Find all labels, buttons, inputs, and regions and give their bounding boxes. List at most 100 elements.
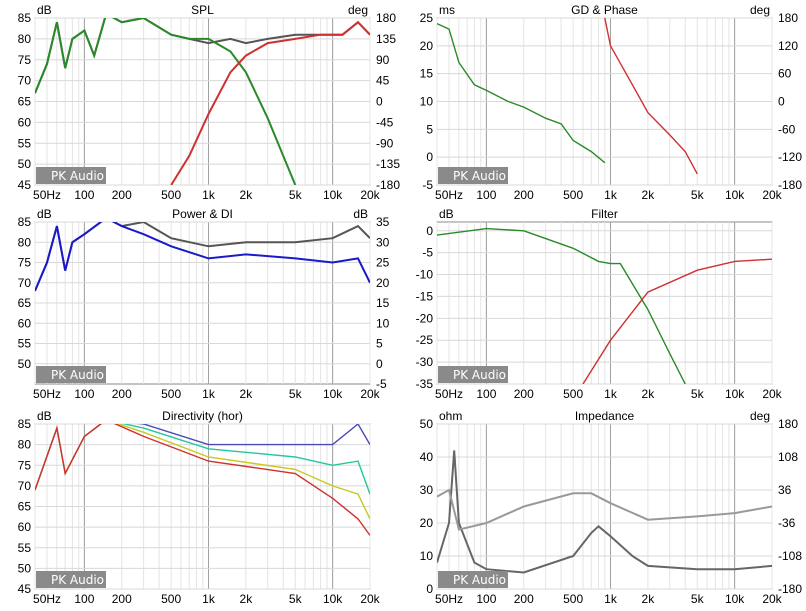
watermark-bg bbox=[438, 167, 508, 184]
y-tick-label: 60 bbox=[18, 520, 32, 534]
series-line-0 bbox=[437, 450, 772, 574]
x-tick-label: 1k bbox=[604, 592, 618, 606]
y2-tick-label: -5 bbox=[376, 377, 387, 391]
left-unit-label: dB bbox=[439, 207, 454, 221]
y2-tick-label: 180 bbox=[778, 417, 798, 431]
y-tick-label: -20 bbox=[416, 311, 434, 325]
y2-tick-label: 45 bbox=[376, 74, 390, 88]
y-tick-label: 75 bbox=[18, 53, 32, 67]
x-tick-label: 100 bbox=[74, 188, 94, 202]
y-tick-label: 85 bbox=[18, 215, 32, 229]
y-tick-label: 60 bbox=[18, 115, 32, 129]
x-tick-label: 50Hz bbox=[33, 188, 61, 202]
y-tick-label: 75 bbox=[18, 458, 32, 472]
x-tick-label: 20k bbox=[762, 387, 782, 401]
x-tick-label: 1k bbox=[202, 387, 216, 401]
x-tick-label: 100 bbox=[476, 188, 496, 202]
y-tick-label: 50 bbox=[18, 357, 32, 371]
y-tick-label: 65 bbox=[18, 296, 32, 310]
y-tick-label: 10 bbox=[420, 549, 434, 563]
x-tick-label: 200 bbox=[112, 592, 132, 606]
y-tick-label: 5 bbox=[426, 122, 433, 136]
x-tick-label: 100 bbox=[476, 592, 496, 606]
left-unit-label: dB bbox=[37, 3, 52, 17]
watermark-badge: PK Audio bbox=[36, 366, 106, 383]
y2-tick-label: -108 bbox=[778, 549, 802, 563]
x-tick-label: 10k bbox=[725, 188, 745, 202]
watermark-bg bbox=[36, 366, 106, 383]
x-tick-label: 5k bbox=[691, 387, 705, 401]
x-tick-label: 10k bbox=[323, 387, 343, 401]
y-tick-label: 20 bbox=[420, 39, 434, 53]
series-line-0 bbox=[437, 22, 606, 164]
x-tick-label: 20k bbox=[360, 188, 380, 202]
y-tick-label: 10 bbox=[420, 95, 434, 109]
watermark-badge: PK Audio bbox=[438, 366, 508, 383]
y-tick-label: 65 bbox=[18, 95, 32, 109]
y-tick-label: -35 bbox=[416, 377, 434, 391]
right-unit-label: dB bbox=[353, 207, 368, 221]
x-tick-label: 50Hz bbox=[435, 188, 463, 202]
y2-tick-label: 20 bbox=[376, 276, 390, 290]
x-tick-label: 10k bbox=[323, 188, 343, 202]
y2-tick-label: 180 bbox=[376, 11, 396, 25]
y-tick-label: 55 bbox=[18, 136, 32, 150]
chart-title: Filter bbox=[591, 207, 618, 221]
x-tick-label: 1k bbox=[202, 188, 216, 202]
y2-tick-label: 30 bbox=[376, 235, 390, 249]
x-tick-label: 1k bbox=[604, 387, 618, 401]
chart-title: GD & Phase bbox=[571, 3, 638, 17]
y-tick-label: 0 bbox=[426, 224, 433, 238]
y-tick-label: 80 bbox=[18, 32, 32, 46]
x-tick-label: 2k bbox=[240, 592, 254, 606]
right-unit-label: deg bbox=[750, 409, 770, 423]
x-tick-label: 500 bbox=[161, 188, 181, 202]
y2-tick-label: 36 bbox=[778, 483, 792, 497]
y-tick-label: 50 bbox=[18, 561, 32, 575]
watermark-bg bbox=[36, 167, 106, 184]
left-unit-label: ohm bbox=[439, 409, 462, 423]
y2-tick-label: 60 bbox=[778, 67, 792, 81]
watermark-text: PK Audio bbox=[51, 368, 104, 382]
series-line-1 bbox=[582, 258, 772, 384]
y-tick-label: 40 bbox=[420, 450, 434, 464]
chart-title: Impedance bbox=[575, 409, 635, 423]
y-tick-label: -25 bbox=[416, 333, 434, 347]
x-tick-label: 1k bbox=[604, 188, 618, 202]
watermark-text: PK Audio bbox=[51, 573, 104, 587]
y2-tick-label: 5 bbox=[376, 337, 383, 351]
series-line-3 bbox=[35, 424, 370, 536]
y-tick-label: 75 bbox=[18, 256, 32, 270]
x-tick-label: 50Hz bbox=[33, 592, 61, 606]
x-tick-label: 200 bbox=[112, 387, 132, 401]
x-tick-label: 200 bbox=[514, 188, 534, 202]
watermark-bg bbox=[438, 571, 508, 588]
x-tick-label: 200 bbox=[514, 387, 534, 401]
x-tick-label: 2k bbox=[240, 387, 254, 401]
x-tick-label: 200 bbox=[112, 188, 132, 202]
x-tick-label: 10k bbox=[323, 592, 343, 606]
x-tick-label: 500 bbox=[161, 387, 181, 401]
y-tick-label: 0 bbox=[426, 582, 433, 596]
y2-tick-label: 135 bbox=[376, 32, 396, 46]
y2-tick-label: -120 bbox=[778, 150, 802, 164]
y-tick-label: 70 bbox=[18, 276, 32, 290]
x-tick-label: 5k bbox=[289, 387, 303, 401]
x-tick-label: 20k bbox=[762, 188, 782, 202]
x-tick-label: 5k bbox=[289, 188, 303, 202]
y-tick-label: -15 bbox=[416, 289, 434, 303]
y2-tick-label: -180 bbox=[376, 178, 400, 192]
y-tick-label: 50 bbox=[18, 157, 32, 171]
y-tick-label: 30 bbox=[420, 483, 434, 497]
y2-tick-label: 10 bbox=[376, 316, 390, 330]
watermark-bg bbox=[438, 366, 508, 383]
watermark-badge: PK Audio bbox=[36, 571, 106, 588]
y2-tick-label: -180 bbox=[778, 582, 802, 596]
series-line-1 bbox=[35, 18, 297, 185]
watermark-text: PK Audio bbox=[453, 368, 506, 382]
series-line-1 bbox=[35, 222, 370, 292]
y-tick-label: -30 bbox=[416, 355, 434, 369]
